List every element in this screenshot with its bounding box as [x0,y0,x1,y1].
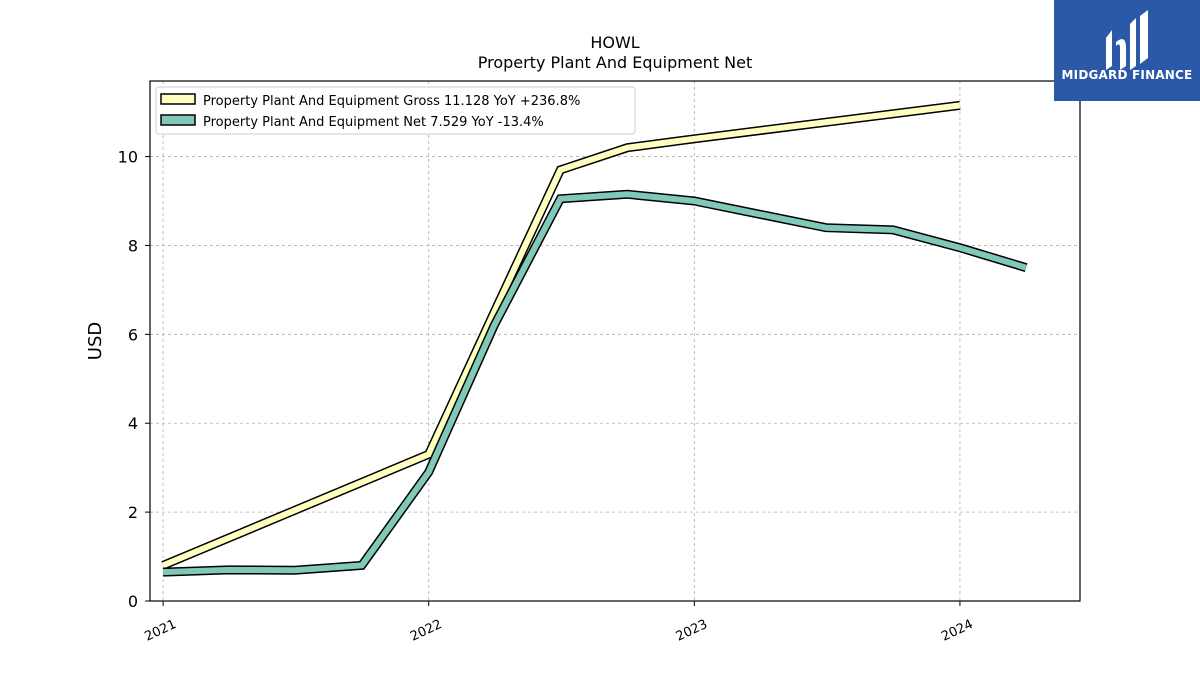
y-tick-label: 0 [128,592,138,611]
y-axis-label: USD [85,322,106,360]
series [161,100,1028,577]
x-tick-label: 2022 [408,617,444,645]
series-line-1 [162,191,1028,576]
x-tick-label: 2023 [674,617,710,645]
legend-swatch-net [160,114,196,126]
x-tick-label: 2021 [142,617,178,645]
y-tick-label: 8 [128,236,138,255]
grid [150,81,1080,602]
plot-frame [149,80,1081,602]
series-line-0 [161,102,961,569]
logo-mark-icon [1106,10,1148,70]
legend: Property Plant And Equipment Gross 11.12… [155,86,636,135]
logo-text: MIDGARD FINANCE [1061,68,1193,82]
y-tick-label: 2 [128,503,138,522]
y-tick-label: 4 [128,414,138,433]
legend-label-gross: Property Plant And Equipment Gross 11.12… [203,94,580,109]
chart-title: HOWL [590,33,639,52]
legend-swatch-gross [160,93,196,105]
chart-subtitle: Property Plant And Equipment Net [478,53,753,72]
legend-box [155,86,636,135]
y-tick-label: 6 [128,325,138,344]
brand-logo: MIDGARD FINANCE [1054,0,1200,101]
y-tick-label: 10 [118,148,138,167]
x-tick-label: 2024 [939,617,975,645]
legend-label-net: Property Plant And Equipment Net 7.529 Y… [203,115,544,130]
